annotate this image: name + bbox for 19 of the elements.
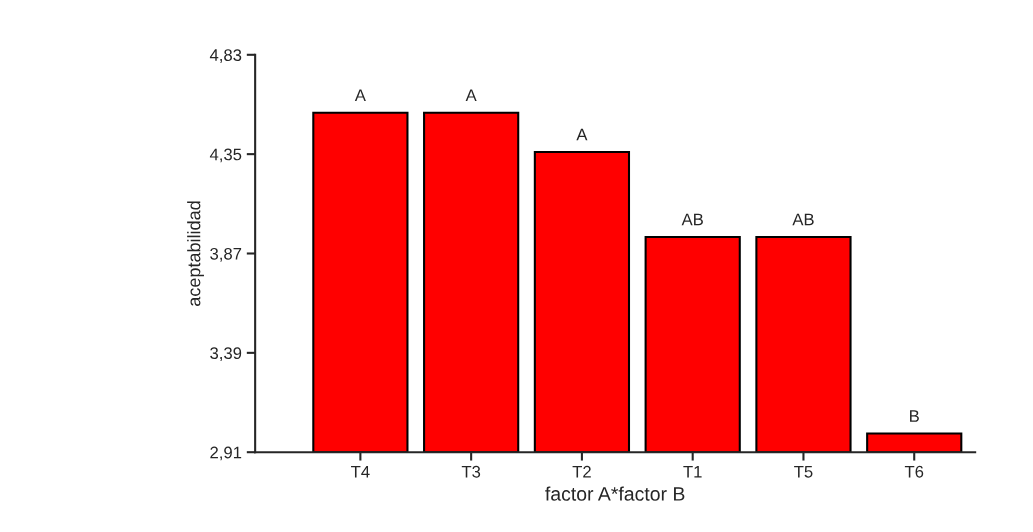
x-tick-label: T3 (461, 465, 481, 478)
y-tick-label: 3,39 (210, 347, 242, 362)
annotation: A (576, 128, 588, 141)
x-axis-title: factor A*factor B (545, 486, 685, 501)
annotation: A (354, 89, 366, 101)
x-tick-label: T1 (683, 466, 702, 478)
x-tick-label: T4 (351, 466, 370, 478)
annotation: AB (792, 213, 814, 226)
annotation: AB (681, 213, 703, 226)
x-tick-label: T6 (904, 465, 924, 478)
annotation: A (465, 89, 477, 101)
y-tick-label: 2,91 (210, 446, 242, 461)
y-tick-label: 4,35 (209, 148, 242, 163)
x-tick-label: T5 (794, 466, 813, 478)
y-tick-label: 3,87 (210, 247, 242, 262)
annotation: B (910, 410, 919, 422)
y-axis-title: aceptabilidad (187, 201, 204, 306)
x-tick-label: T2 (572, 465, 591, 478)
y-tick-label: 4,83 (209, 49, 242, 63)
